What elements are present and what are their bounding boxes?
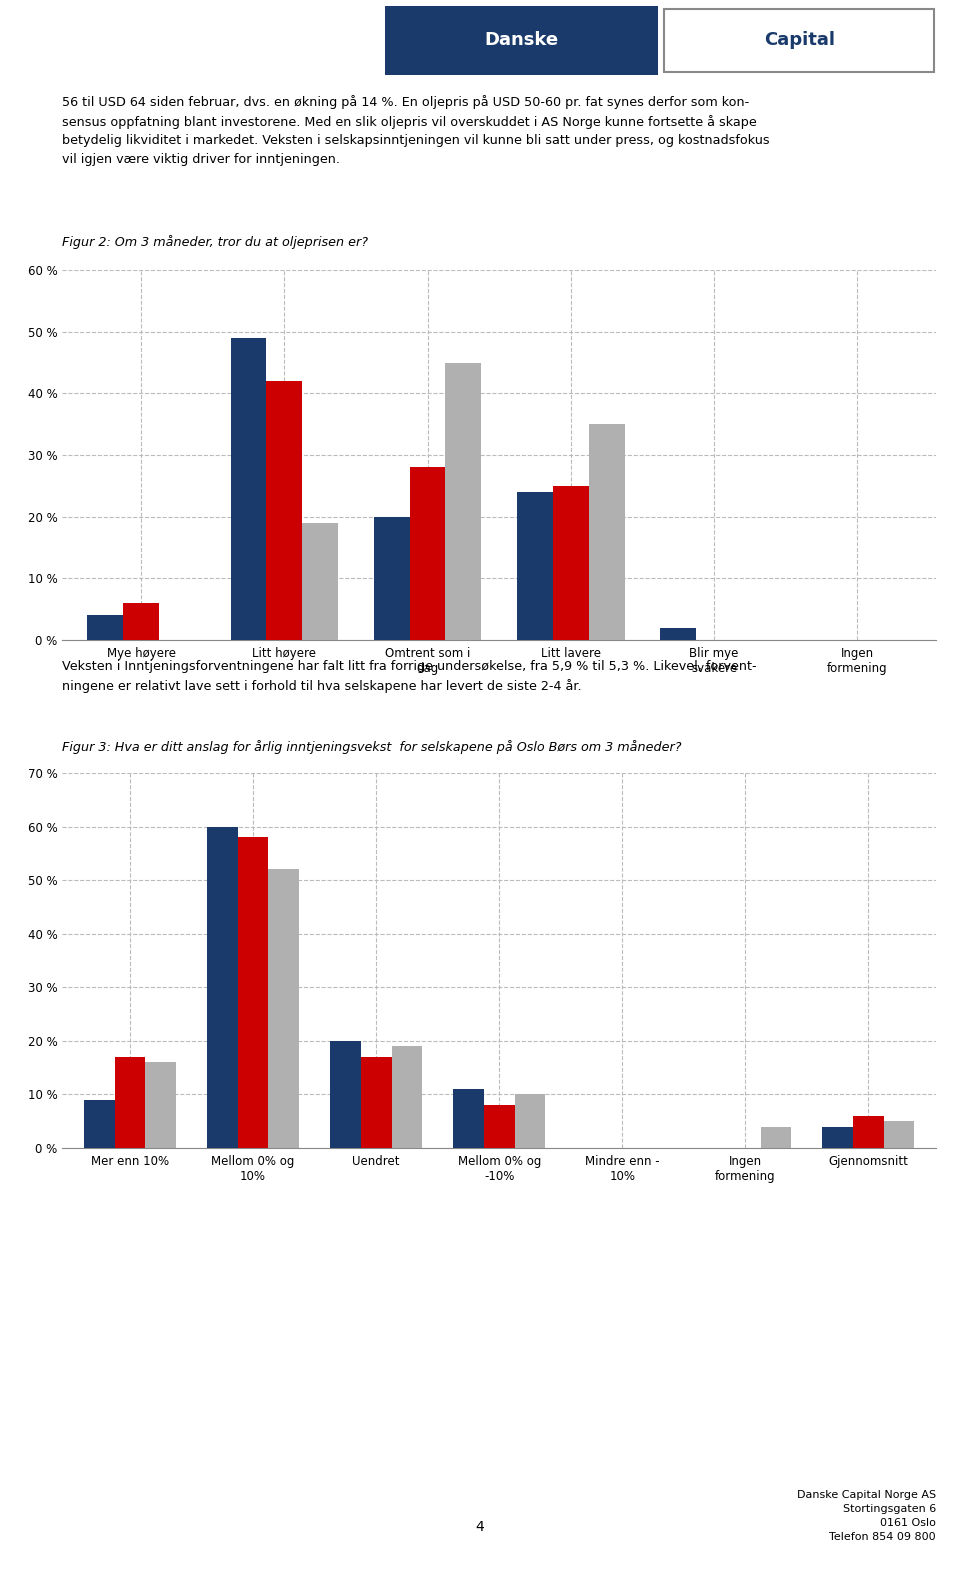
Bar	[238, 837, 269, 1148]
Bar	[392, 1047, 422, 1148]
Bar	[84, 1101, 114, 1148]
Bar	[484, 1105, 515, 1148]
FancyBboxPatch shape	[663, 9, 934, 71]
Text: Capital: Capital	[764, 32, 835, 49]
Bar	[588, 425, 625, 639]
Text: Figur 2: Om 3 måneder, tror du at oljeprisen er?: Figur 2: Om 3 måneder, tror du at oljepr…	[62, 235, 369, 249]
Bar	[123, 603, 159, 639]
Bar	[207, 826, 238, 1148]
Bar	[515, 1094, 545, 1148]
Text: Veksten i Inntjeningsforventningene har falt litt fra forrige undersøkelse, fra : Veksten i Inntjeningsforventningene har …	[62, 660, 757, 693]
Bar	[114, 1056, 146, 1148]
Bar	[302, 523, 338, 639]
Bar	[660, 628, 696, 639]
Bar	[760, 1126, 791, 1148]
Bar	[87, 616, 123, 639]
Bar	[445, 363, 481, 639]
Bar	[852, 1116, 884, 1148]
Bar	[361, 1056, 392, 1148]
Bar	[230, 338, 267, 639]
Bar	[146, 1063, 177, 1148]
Text: Danske: Danske	[485, 32, 559, 49]
Text: 56 til USD 64 siden februar, dvs. en økning på 14 %. En oljepris på USD 50-60 pr: 56 til USD 64 siden februar, dvs. en økn…	[62, 95, 770, 166]
Bar	[884, 1121, 915, 1148]
Bar	[267, 381, 302, 639]
Bar	[373, 516, 410, 639]
Bar	[330, 1041, 361, 1148]
Text: Danske Capital Norge AS
Stortingsgaten 6
0161 Oslo
Telefon 854 09 800: Danske Capital Norge AS Stortingsgaten 6…	[797, 1491, 936, 1543]
Bar	[410, 467, 445, 639]
Text: Figur 3: Hva er ditt anslag for årlig inntjeningsvekst  for selskapene på Oslo B: Figur 3: Hva er ditt anslag for årlig in…	[62, 741, 682, 753]
Bar	[453, 1090, 484, 1148]
Bar	[517, 493, 553, 639]
Bar	[553, 486, 588, 639]
Bar	[269, 870, 300, 1148]
Text: 4: 4	[475, 1521, 485, 1535]
Bar	[822, 1126, 852, 1148]
FancyBboxPatch shape	[385, 5, 659, 74]
